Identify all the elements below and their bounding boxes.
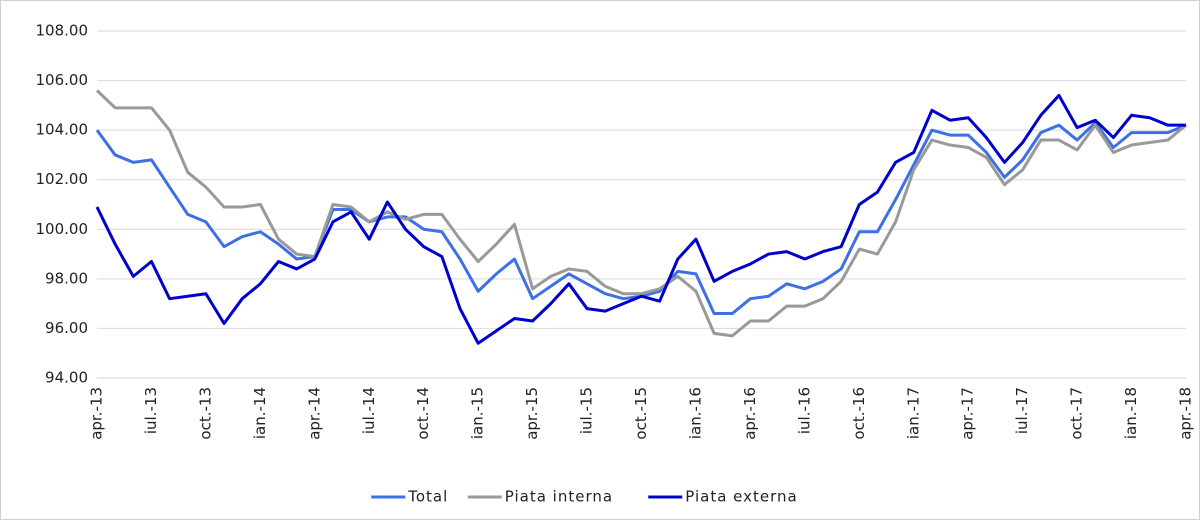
y-tick-label: 106.00 [36, 71, 89, 89]
y-tick-label: 104.00 [36, 121, 89, 139]
x-tick-label: oct.-14 [414, 387, 432, 440]
y-tick-label: 102.00 [36, 170, 89, 188]
x-tick-label: oct.-13 [196, 387, 214, 440]
x-tick-label: ian.-14 [251, 387, 269, 439]
x-tick-label: iul.-13 [142, 387, 160, 434]
y-tick-label: 96.00 [45, 319, 88, 337]
legend-label: Total [407, 488, 448, 506]
x-tick-label: ian.-16 [686, 387, 704, 439]
x-tick-label: ian.-17 [904, 387, 922, 439]
x-tick-label: ian.-18 [1122, 387, 1140, 439]
x-tick-label: oct.-16 [850, 387, 868, 440]
x-tick-label: oct.-15 [632, 387, 650, 440]
y-tick-label: 108.00 [36, 22, 89, 40]
x-tick-label: iul.-15 [578, 387, 596, 434]
x-tick-label: apr.-17 [959, 387, 977, 440]
series-line [95, 93, 1186, 345]
x-tick-label: apr.-15 [523, 387, 541, 440]
x-tick-label: apr.-18 [1177, 387, 1195, 440]
x-tick-label: apr.-13 [88, 387, 106, 440]
x-tick-label: oct.-17 [1068, 387, 1086, 440]
legend-label: Piata interna [505, 488, 613, 506]
y-tick-label: 100.00 [36, 220, 89, 238]
legend-label: Piata externa [685, 488, 797, 506]
x-tick-label: apr.-16 [741, 387, 759, 440]
series-line [95, 89, 1187, 338]
x-tick-label: iul.-17 [1013, 387, 1031, 434]
y-tick-label: 94.00 [45, 369, 88, 387]
x-tick-label: apr.-14 [305, 387, 323, 440]
x-tick-label: iul.-16 [795, 387, 813, 434]
x-tick-label: iul.-14 [360, 387, 378, 434]
y-tick-label: 98.00 [45, 269, 88, 287]
x-tick-label: ian.-15 [469, 387, 487, 439]
